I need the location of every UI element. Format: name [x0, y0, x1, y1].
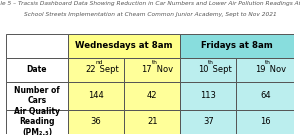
Text: Sept: Sept [98, 65, 119, 74]
Bar [68, 58, 124, 82]
Bar [6, 58, 68, 82]
Text: Number of
Cars: Number of Cars [14, 86, 60, 105]
Text: 21: 21 [147, 117, 158, 126]
Text: Air Quality
Reading
(PM₂.₅): Air Quality Reading (PM₂.₅) [14, 107, 60, 135]
Text: th: th [265, 60, 271, 65]
Text: School Streets Implementation at Cheam Common Junior Academy, Sept to Nov 2021: School Streets Implementation at Cheam C… [24, 12, 276, 17]
Text: Table 5 – Tracsis Dashboard Data Showing Reduction in Car Numbers and Lower Air : Table 5 – Tracsis Dashboard Data Showing… [0, 1, 300, 6]
Bar [6, 34, 68, 58]
Bar [180, 34, 294, 58]
Bar [68, 110, 124, 134]
Text: 10: 10 [198, 65, 208, 74]
Text: Wednesdays at 8am: Wednesdays at 8am [75, 41, 173, 50]
Text: Date: Date [27, 65, 47, 74]
Bar [180, 58, 236, 82]
Bar [180, 82, 236, 110]
Text: Nov: Nov [154, 65, 173, 74]
Bar [236, 110, 294, 134]
Text: th: th [152, 60, 158, 65]
Bar [180, 110, 236, 134]
Bar [236, 82, 294, 110]
Text: Fridays at 8am: Fridays at 8am [201, 41, 273, 50]
Text: 16: 16 [260, 117, 271, 126]
Text: 113: 113 [200, 91, 216, 100]
Text: 37: 37 [203, 117, 214, 126]
Bar [124, 82, 180, 110]
Text: 64: 64 [260, 91, 271, 100]
Text: nd: nd [96, 60, 103, 65]
Bar [124, 110, 180, 134]
Bar [6, 110, 68, 134]
Text: 42: 42 [147, 91, 158, 100]
Bar [68, 82, 124, 110]
Bar [124, 58, 180, 82]
Bar [6, 82, 68, 110]
Text: Nov: Nov [267, 65, 286, 74]
Text: th: th [208, 60, 214, 65]
Text: 22: 22 [85, 65, 96, 74]
Text: 36: 36 [91, 117, 101, 126]
Text: 19: 19 [255, 65, 265, 74]
Text: 17: 17 [142, 65, 152, 74]
Text: 144: 144 [88, 91, 104, 100]
Text: Sept: Sept [210, 65, 232, 74]
Bar [236, 58, 294, 82]
Bar [68, 34, 180, 58]
